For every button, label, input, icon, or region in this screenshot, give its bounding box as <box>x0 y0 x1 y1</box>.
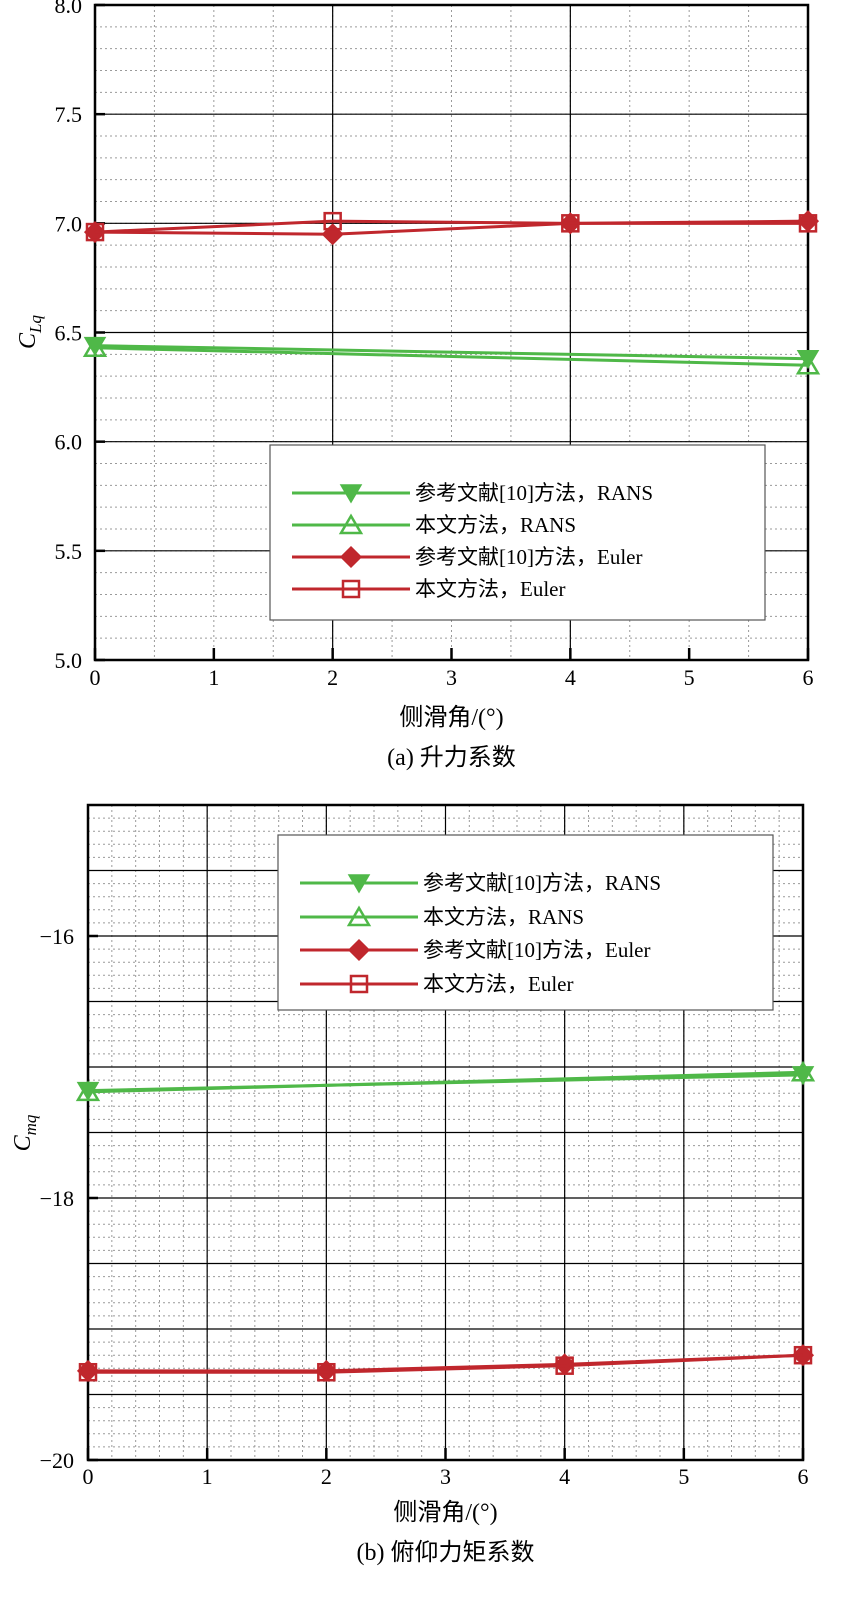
x-tick-label: 6 <box>803 665 814 690</box>
legend-item: 本文方法，Euler <box>300 972 573 996</box>
x-tick-label: 2 <box>327 665 338 690</box>
data-point <box>85 222 105 242</box>
x-tick-label: 0 <box>83 1464 94 1489</box>
series-line <box>87 1070 804 1094</box>
x-tick-label: 1 <box>208 665 219 690</box>
y-axis-label-sub: mq <box>21 1114 40 1135</box>
chart-caption: (b) 俯仰力矩系数 <box>357 1539 535 1566</box>
y-tick-label: −18 <box>40 1186 74 1211</box>
x-axis-label: 侧滑角/(°) <box>393 1499 497 1526</box>
data-point <box>790 1060 816 1082</box>
y-tick-label: −20 <box>40 1448 74 1473</box>
legend-marker <box>339 545 363 569</box>
legend-label: 参考文献[10]方法，RANS <box>415 481 653 505</box>
legend-label: 本文方法，RANS <box>423 905 584 929</box>
y-axis-label: CLq <box>15 315 45 349</box>
chart-caption: (a) 升力系数 <box>387 744 516 771</box>
x-tick-label: 4 <box>565 665 576 690</box>
y-axis-label-sub: Lq <box>26 315 45 334</box>
legend-item: 本文方法，RANS <box>300 905 584 929</box>
legend: 参考文献[10]方法，RANS 本文方法，RANS 参考文献[10]方法，Euler… <box>269 444 766 621</box>
legend-marker <box>347 938 371 962</box>
legend-label: 本文方法，RANS <box>415 513 576 537</box>
series-line <box>94 346 809 367</box>
x-tick-label: 3 <box>440 1464 451 1489</box>
data-point <box>793 1345 813 1365</box>
series-4 <box>85 211 818 242</box>
y-axis-label-main: C <box>10 1134 36 1151</box>
legend-item: 参考文献[10]方法，RANS <box>300 871 661 895</box>
legend-marker <box>347 874 371 894</box>
legend-item: 参考文献[10]方法，Euler <box>300 938 650 962</box>
legend-item: 本文方法，Euler <box>292 577 565 601</box>
data-point <box>795 353 821 375</box>
x-tick-label: 4 <box>559 1464 570 1489</box>
legend-marker <box>346 905 372 927</box>
data-point <box>796 349 820 370</box>
legend-label: 本文方法，Euler <box>423 972 573 996</box>
legend-item: 本文方法，RANS <box>292 513 576 537</box>
y-tick-label: 8.0 <box>55 0 83 18</box>
y-tick-label: −16 <box>40 924 74 949</box>
x-tick-label: 3 <box>446 665 457 690</box>
data-point <box>798 214 818 233</box>
data-point <box>561 214 580 233</box>
legend-item: 参考文献[10]方法，Euler <box>292 545 642 569</box>
x-tick-label: 0 <box>90 665 101 690</box>
y-axis-label-main: C <box>15 332 41 349</box>
series-2 <box>75 1060 816 1102</box>
data-point <box>323 211 342 231</box>
legend-marker <box>338 513 364 535</box>
plot-frame <box>86 803 805 1462</box>
legend-label: 参考文献[10]方法，RANS <box>423 871 661 895</box>
y-tick-label: 6.5 <box>55 321 83 346</box>
legend-item: 参考文献[10]方法，RANS <box>292 481 653 505</box>
data-point <box>555 1356 574 1375</box>
y-axis-label: Cmq <box>10 1114 40 1151</box>
plot-frame <box>93 3 810 662</box>
legend-marker <box>341 579 361 599</box>
series-line <box>94 344 809 361</box>
x-tick-label: 1 <box>202 1464 213 1489</box>
y-tick-label: 7.5 <box>55 102 83 127</box>
y-tick-label: 5.0 <box>55 648 83 673</box>
chart-pitch-moment-coefficient: 0 1 2 3 4 5 6 −20 −18 −16 侧滑角/(°) Cmq (b) 俯仰力矩系数 参考文献… <box>10 803 816 1566</box>
y-tick-label: 5.5 <box>55 539 83 564</box>
x-tick-label: 5 <box>678 1464 689 1489</box>
y-tick-label: 6.0 <box>55 430 83 455</box>
series-line <box>88 1353 804 1374</box>
x-tick-label: 2 <box>321 1464 332 1489</box>
series-4 <box>78 1345 813 1382</box>
series-line <box>94 219 808 234</box>
x-tick-label: 5 <box>684 665 695 690</box>
legend-label: 参考文献[10]方法，Euler <box>423 938 650 962</box>
x-axis-label: 侧滑角/(°) <box>399 704 503 731</box>
x-tick-label: 6 <box>798 1464 809 1489</box>
series-2 <box>82 336 821 375</box>
legend-marker <box>349 974 369 994</box>
legend-marker <box>339 484 363 504</box>
data-point <box>75 1080 101 1102</box>
data-point <box>82 336 108 358</box>
legend-label: 本文方法，Euler <box>415 577 565 601</box>
legend-box <box>277 834 774 1011</box>
legend: 参考文献[10]方法，RANS 本文方法，RANS 参考文献[10]方法，Euler… <box>277 834 774 1011</box>
data-point <box>317 1362 336 1382</box>
chart-lift-coefficient: 0 1 2 3 4 5 6 5.0 5.5 6.0 6.5 7.0 7.5 8.0 侧滑角/(°) CLq (a… <box>15 0 821 771</box>
data-point <box>78 1362 98 1382</box>
legend-label: 参考文献[10]方法，Euler <box>415 545 642 569</box>
y-tick-label: 7.0 <box>55 211 83 236</box>
